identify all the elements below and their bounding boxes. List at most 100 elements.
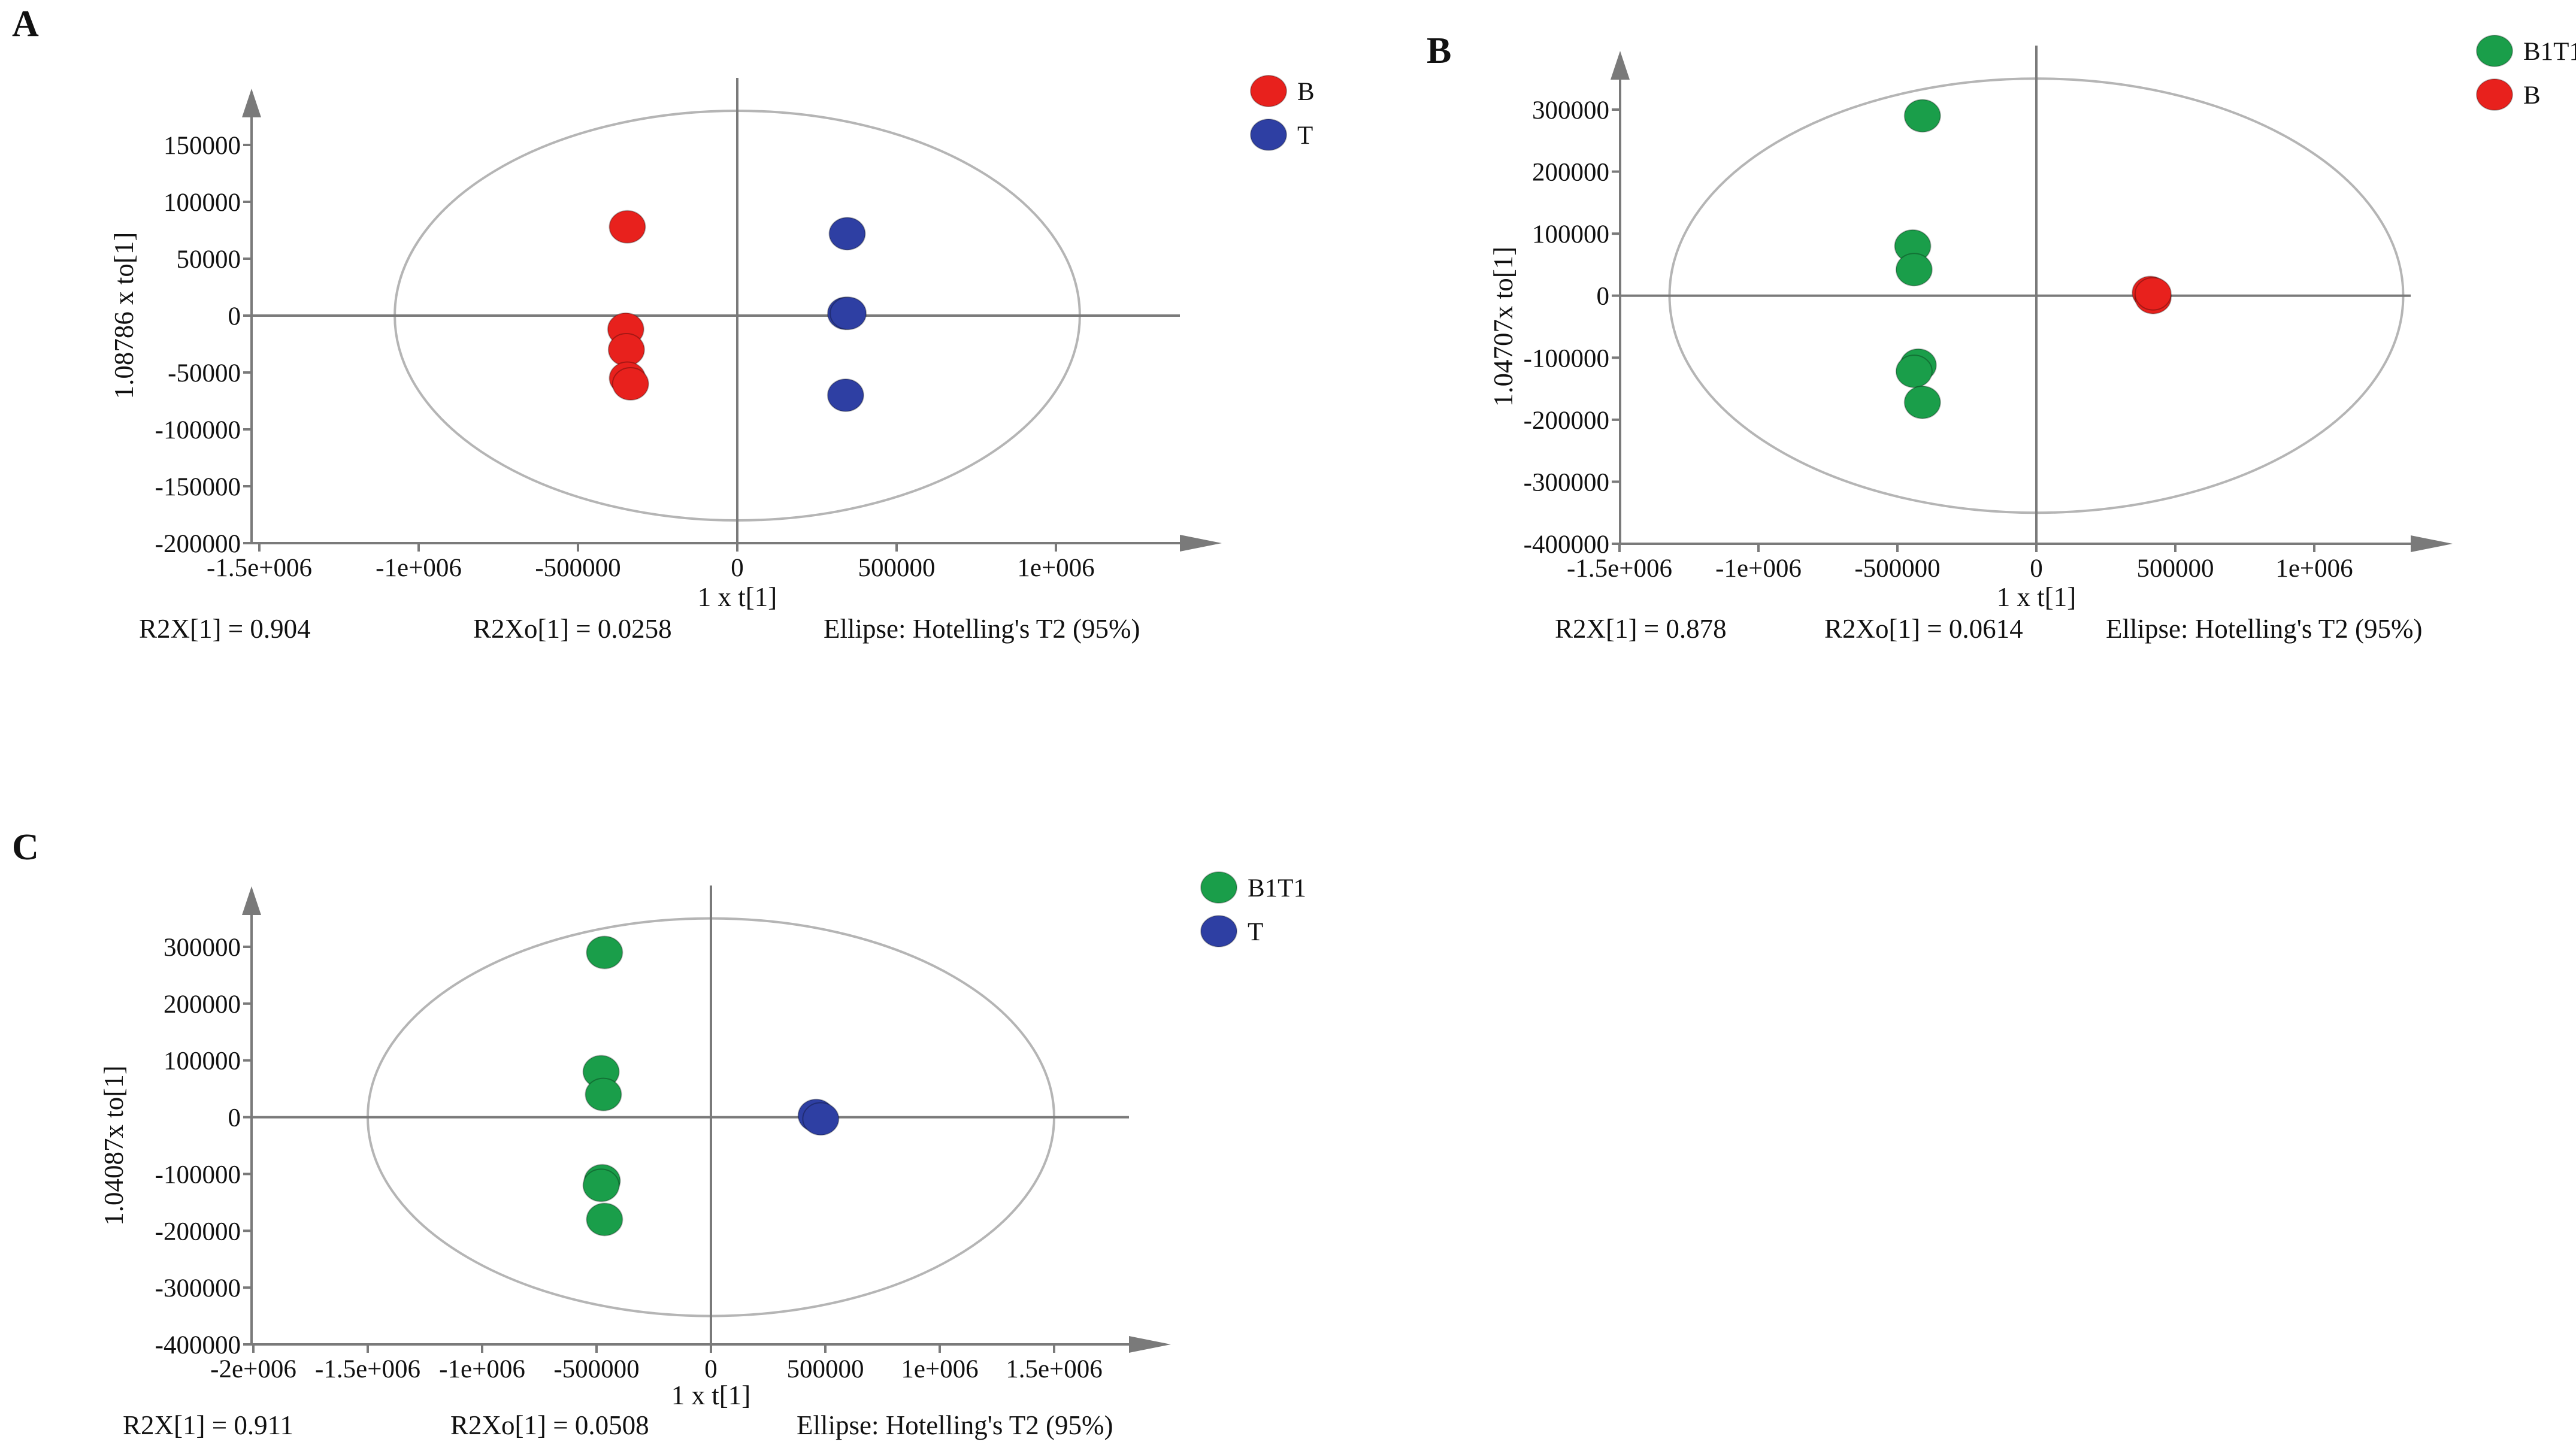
y-axis-arrow	[1611, 51, 1630, 80]
y-tick-label: 300000	[164, 934, 241, 962]
y-tick-label: -50000	[168, 359, 241, 387]
y-tick-label: -300000	[155, 1274, 241, 1302]
legend-label: T	[1297, 122, 1313, 150]
legend-marker-b	[1250, 75, 1287, 107]
y-tick-label: 200000	[1532, 159, 1609, 187]
y-tick-label: 100000	[164, 1047, 241, 1076]
x-tick-label: 1e+006	[2275, 555, 2353, 583]
x-tick-label: -500000	[535, 554, 620, 582]
y-tick-label: 0	[1597, 283, 1610, 311]
legend-label: T	[1248, 918, 1263, 946]
data-point-b1t1	[582, 1168, 620, 1202]
data-point-b	[612, 367, 649, 401]
y-axis-label: 1.04707x to[1]	[1488, 247, 1518, 407]
x-tick-label: -1e+006	[439, 1355, 525, 1383]
panel-letter: A	[12, 4, 39, 44]
ellipse-note: Ellipse: Hotelling's T2 (95%)	[824, 614, 1140, 644]
data-point-t	[827, 378, 864, 412]
y-tick-label: -100000	[155, 1161, 241, 1189]
data-point-t	[802, 1102, 840, 1136]
data-point-b1t1	[585, 1077, 622, 1111]
x-tick-label: 0	[2030, 555, 2043, 583]
y-axis-arrow	[242, 89, 261, 117]
ellipse-note: Ellipse: Hotelling's T2 (95%)	[2106, 614, 2422, 644]
x-tick-label: -1.5e+006	[1567, 555, 1672, 583]
y-tick-label: 200000	[164, 990, 241, 1019]
legend-label: B1T1	[2523, 38, 2576, 66]
x-axis-label: 1 x t[1]	[1997, 582, 2076, 612]
data-point-b1t1	[586, 935, 623, 970]
y-axis-label: 1.04087x to[1]	[99, 1065, 129, 1225]
r2x-stat: R2X[1] = 0.904	[139, 614, 311, 644]
chart-panel-b: B 300000 200000 100000 0 -100000 -200000 -30000…	[1427, 31, 2576, 644]
x-tick-label: -2e+006	[210, 1355, 296, 1383]
x-tick-label: 500000	[2137, 555, 2214, 583]
x-tick-label: 0	[731, 554, 744, 582]
data-point-b1t1	[586, 1202, 623, 1237]
data-point-b	[607, 333, 645, 366]
x-axis-label: 1 x t[1]	[698, 582, 777, 612]
y-tick-label: 100000	[164, 189, 241, 217]
chart-panel-c: C 300000 200000 100000 0 -100000 -200000 -30000…	[12, 827, 1306, 1440]
x-tick-label: -1e+006	[376, 554, 462, 582]
y-tick-label: -200000	[155, 1217, 241, 1246]
y-tick-label: 50000	[177, 246, 241, 274]
x-tick-label: -500000	[1854, 555, 1940, 583]
data-point-b1t1	[1903, 99, 1941, 133]
x-axis-arrow	[1129, 1336, 1171, 1353]
y-tick-label: 100000	[1532, 220, 1609, 249]
y-tick-label: -100000	[1524, 344, 1609, 372]
x-tick-label: 1e+006	[901, 1355, 978, 1383]
r2x-stat: R2X[1] = 0.878	[1555, 614, 1727, 644]
x-tick-label: -1.5e+006	[315, 1355, 420, 1383]
r2xo-stat: R2Xo[1] = 0.0614	[1824, 614, 2023, 644]
y-axis-arrow	[242, 886, 261, 915]
panel-letter: C	[12, 827, 39, 868]
data-point-b	[609, 210, 646, 244]
data-point-b1t1	[1895, 355, 1933, 389]
r2xo-stat: R2Xo[1] = 0.0508	[450, 1410, 649, 1440]
data-point-t	[828, 217, 866, 251]
data-point-b	[2134, 277, 2172, 311]
y-tick-label: 300000	[1532, 96, 1609, 125]
y-tick-label: 0	[228, 302, 241, 331]
y-tick-label: 150000	[164, 132, 241, 160]
legend-marker-b1t1	[2476, 35, 2513, 67]
y-tick-label: -150000	[155, 473, 241, 501]
x-tick-label: 500000	[858, 554, 936, 582]
data-point-b1t1	[1903, 385, 1941, 419]
legend-label: B1T1	[1248, 874, 1306, 902]
data-point-b1t1	[1895, 253, 1933, 287]
y-axis-label: 1.08786 x to[1]	[109, 232, 139, 399]
y-tick-label: -100000	[155, 416, 241, 444]
panel-letter: B	[1427, 31, 1451, 71]
x-tick-label: -500000	[553, 1355, 639, 1383]
x-tick-label: 0	[704, 1355, 718, 1383]
y-tick-label: -200000	[155, 530, 241, 558]
x-axis-arrow	[2411, 535, 2453, 552]
x-tick-label: -1.5e+006	[207, 554, 312, 582]
data-point-t	[830, 296, 867, 331]
x-tick-label: 1.5e+006	[1006, 1355, 1103, 1383]
legend-marker-b	[2476, 78, 2513, 111]
r2xo-stat: R2Xo[1] = 0.0258	[473, 614, 672, 644]
x-tick-label: -1e+006	[1715, 555, 1802, 583]
chart-panel-a: A150000100000500000-50000-100000-150000-…	[12, 4, 1315, 644]
y-tick-label: -400000	[1524, 531, 1609, 559]
legend-label: B	[1297, 78, 1315, 106]
legend-marker-t	[1200, 915, 1237, 947]
y-tick-label: -200000	[1524, 407, 1609, 435]
y-tick-label: 0	[228, 1104, 241, 1132]
legend-marker-b1t1	[1200, 871, 1237, 904]
ellipse-note: Ellipse: Hotelling's T2 (95%)	[797, 1410, 1113, 1440]
x-axis-label: 1 x t[1]	[671, 1380, 750, 1410]
legend-label: B	[2523, 81, 2541, 110]
x-tick-label: 1e+006	[1017, 554, 1094, 582]
x-tick-label: 500000	[787, 1355, 864, 1383]
legend-marker-t	[1250, 119, 1287, 151]
x-axis-arrow	[1180, 535, 1222, 552]
y-tick-label: -400000	[155, 1331, 241, 1359]
r2x-stat: R2X[1] = 0.911	[123, 1410, 293, 1440]
y-tick-label: -300000	[1524, 468, 1609, 496]
